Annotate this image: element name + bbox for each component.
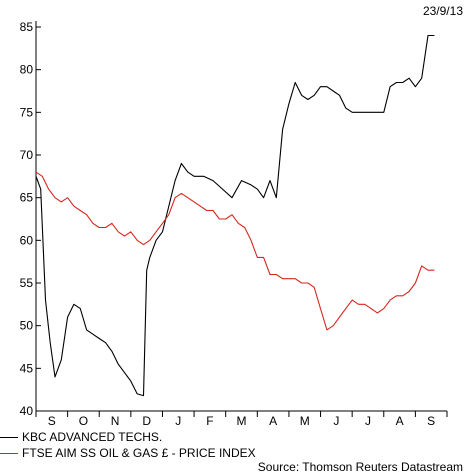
- x-tick-label: F: [206, 414, 213, 428]
- series-line-kbc: [35, 34, 435, 397]
- y-tick-label: 55: [20, 276, 34, 290]
- legend-swatch-ftse: [0, 452, 18, 454]
- x-tick-label: N: [111, 414, 120, 428]
- legend-item-ftse: FTSE AIM SS OIL & GAS £ - PRICE INDEX: [0, 445, 256, 461]
- y-tick-label: 65: [20, 191, 34, 205]
- legend-swatch-kbc: [0, 436, 18, 438]
- x-tick-label: M: [237, 414, 247, 428]
- x-tick-label: O: [79, 414, 88, 428]
- y-tick-label: 70: [20, 148, 34, 162]
- x-tick-label: A: [269, 414, 277, 428]
- x-tick-label: J: [333, 414, 339, 428]
- y-tick-label: 50: [20, 319, 34, 333]
- y-tick-label: 85: [20, 20, 34, 34]
- y-tick-label: 45: [20, 361, 34, 375]
- series-lines: [35, 34, 435, 397]
- y-tick-label: 40: [20, 404, 34, 418]
- legend-label-kbc: KBC ADVANCED TECHS.: [22, 430, 163, 444]
- legend-item-kbc: KBC ADVANCED TECHS.: [0, 429, 162, 445]
- x-tick-label: D: [142, 414, 151, 428]
- x-tick-label: M: [300, 414, 310, 428]
- y-tick-label: 60: [20, 233, 34, 247]
- x-tick-label: J: [365, 414, 371, 428]
- series-line-ftse: [35, 171, 435, 331]
- x-tick-label: S: [48, 414, 56, 428]
- x-tick-label: A: [396, 414, 404, 428]
- legend-label-ftse: FTSE AIM SS OIL & GAS £ - PRICE INDEX: [22, 446, 256, 460]
- x-tick-label: J: [175, 414, 181, 428]
- source-note: Source: Thomson Reuters Datastream: [257, 460, 463, 474]
- x-tick-label: S: [427, 414, 435, 428]
- y-tick-label: 80: [20, 63, 34, 77]
- y-tick-label: 75: [20, 105, 34, 119]
- date-label: 23/9/13: [422, 4, 463, 18]
- y-axis: 40 45 50 55 60 65 70 75 80 85: [20, 20, 41, 418]
